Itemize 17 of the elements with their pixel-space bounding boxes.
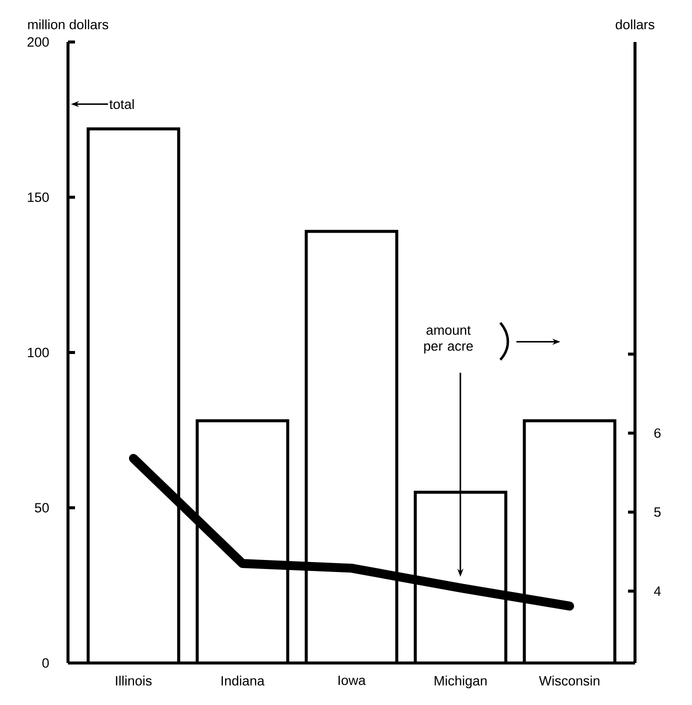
y2-tick-label: 6 <box>654 428 661 438</box>
y-tick-label: 100 <box>28 348 49 358</box>
y-tick-label: 150 <box>28 192 49 202</box>
y2-axis-title: dollars <box>616 19 654 30</box>
y-tick-label: 50 <box>34 502 49 513</box>
x-tick-label: Michigan <box>434 676 487 688</box>
x-tick-label: Indiana <box>222 676 265 686</box>
y-tick-label: 0 <box>42 658 49 668</box>
annotation: amount per acre <box>424 326 473 354</box>
y-tick-label: 200 <box>28 37 49 47</box>
y2-tick-label: 4 <box>654 586 661 596</box>
annotation: total <box>109 99 134 110</box>
y-axis-title: million dollars <box>28 19 108 30</box>
x-tick-label: Iowa <box>338 676 366 686</box>
y2-tick-label: 5 <box>654 507 661 517</box>
x-tick-label: Illinois <box>116 676 152 686</box>
x-tick-label: Wisconsin <box>539 676 600 686</box>
